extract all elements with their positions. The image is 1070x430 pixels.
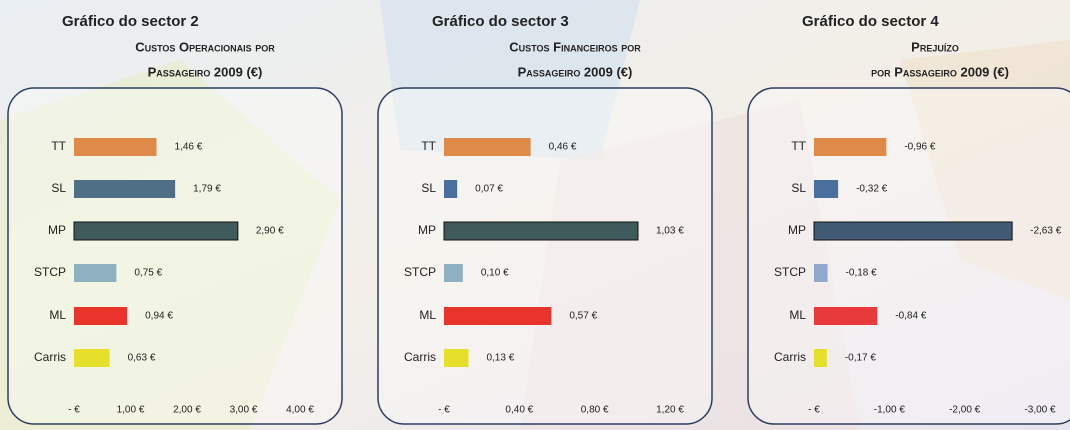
panel-frame [747, 87, 1070, 425]
value-label: -2,63 € [1030, 226, 1062, 237]
chart-subtitle: por Passageiro 2009 (€) [871, 64, 1009, 79]
value-label: 0,94 € [145, 311, 173, 322]
category-label: SL [791, 181, 806, 195]
bar [444, 180, 458, 198]
x-tick-label: 3,00 € [230, 405, 258, 416]
x-tick-label: - € [68, 405, 80, 416]
category-label: STCP [774, 265, 806, 279]
bar [443, 221, 639, 241]
category-label: Carris [774, 350, 806, 364]
x-tick-label: 2,00 € [173, 405, 201, 416]
bar [814, 264, 828, 282]
category-label: MP [48, 223, 66, 237]
value-label: 1,46 € [174, 142, 202, 153]
background-shape [380, 0, 640, 160]
chart-subtitle: Custos Financeiros por [509, 39, 641, 54]
x-tick-label: -1,00 € [874, 405, 906, 416]
chart-subtitle: Custos Operacionais por [135, 39, 275, 54]
bar [814, 349, 827, 367]
bar [813, 221, 1013, 241]
panel-frame [7, 87, 343, 425]
value-label: 0,10 € [481, 268, 509, 279]
bar [814, 180, 839, 198]
bar [74, 138, 157, 156]
x-tick-label: -2,00 € [949, 405, 981, 416]
value-label: 1,03 € [656, 226, 684, 237]
bar [74, 180, 176, 198]
category-label: TT [791, 139, 806, 153]
category-label: ML [49, 308, 66, 322]
value-label: 0,46 € [549, 142, 577, 153]
value-label: 1,79 € [193, 184, 221, 195]
value-label: 0,63 € [128, 353, 156, 364]
value-label: -0,96 € [904, 142, 936, 153]
category-label: MP [788, 223, 806, 237]
category-label: TT [51, 139, 66, 153]
category-label: SL [51, 181, 66, 195]
category-label: MP [418, 223, 436, 237]
x-tick-label: - € [438, 405, 450, 416]
category-label: ML [789, 308, 806, 322]
bar [444, 264, 463, 282]
category-label: STCP [404, 265, 436, 279]
value-label: 0,57 € [569, 311, 597, 322]
category-label: Carris [34, 350, 66, 364]
value-label: 2,90 € [256, 226, 284, 237]
background-shape [520, 100, 860, 430]
background-shape [900, 40, 1070, 300]
category-label: STCP [34, 265, 66, 279]
category-label: ML [419, 308, 436, 322]
value-label: -0,17 € [845, 353, 877, 364]
x-tick-label: -3,00 € [1024, 405, 1056, 416]
x-tick-label: - € [808, 405, 820, 416]
bar [444, 349, 469, 367]
x-tick-label: 1,20 € [656, 405, 684, 416]
value-label: 0,07 € [475, 184, 503, 195]
x-tick-label: 0,40 € [505, 405, 533, 416]
bar [444, 138, 531, 156]
bar [74, 349, 110, 367]
panel-frame [377, 87, 713, 425]
value-label: -0,32 € [856, 184, 888, 195]
chart-subtitle: Prejuízo [911, 39, 959, 54]
chart-title: Gráfico do sector 2 [62, 13, 199, 30]
value-label: 0,13 € [486, 353, 514, 364]
chart-subtitle: Passageiro 2009 (€) [518, 64, 633, 79]
x-tick-label: 1,00 € [117, 405, 145, 416]
x-tick-label: 0,80 € [581, 405, 609, 416]
bar [73, 221, 239, 241]
category-label: SL [421, 181, 436, 195]
category-label: TT [421, 139, 436, 153]
value-label: -0,84 € [895, 311, 927, 322]
bar [74, 307, 128, 325]
value-label: -0,18 € [846, 268, 878, 279]
bar [814, 138, 887, 156]
category-label: Carris [404, 350, 436, 364]
bar [74, 264, 117, 282]
value-label: 0,75 € [134, 268, 162, 279]
chart-subtitle: Passageiro 2009 (€) [148, 64, 263, 79]
x-tick-label: 4,00 € [286, 405, 314, 416]
charts: Gráfico do sector 2 Custos Operacionais p… [7, 13, 1070, 425]
bar [444, 307, 552, 325]
bar [814, 307, 878, 325]
chart-title: Gráfico do sector 3 [432, 13, 569, 30]
chart-title: Gráfico do sector 4 [802, 13, 939, 30]
